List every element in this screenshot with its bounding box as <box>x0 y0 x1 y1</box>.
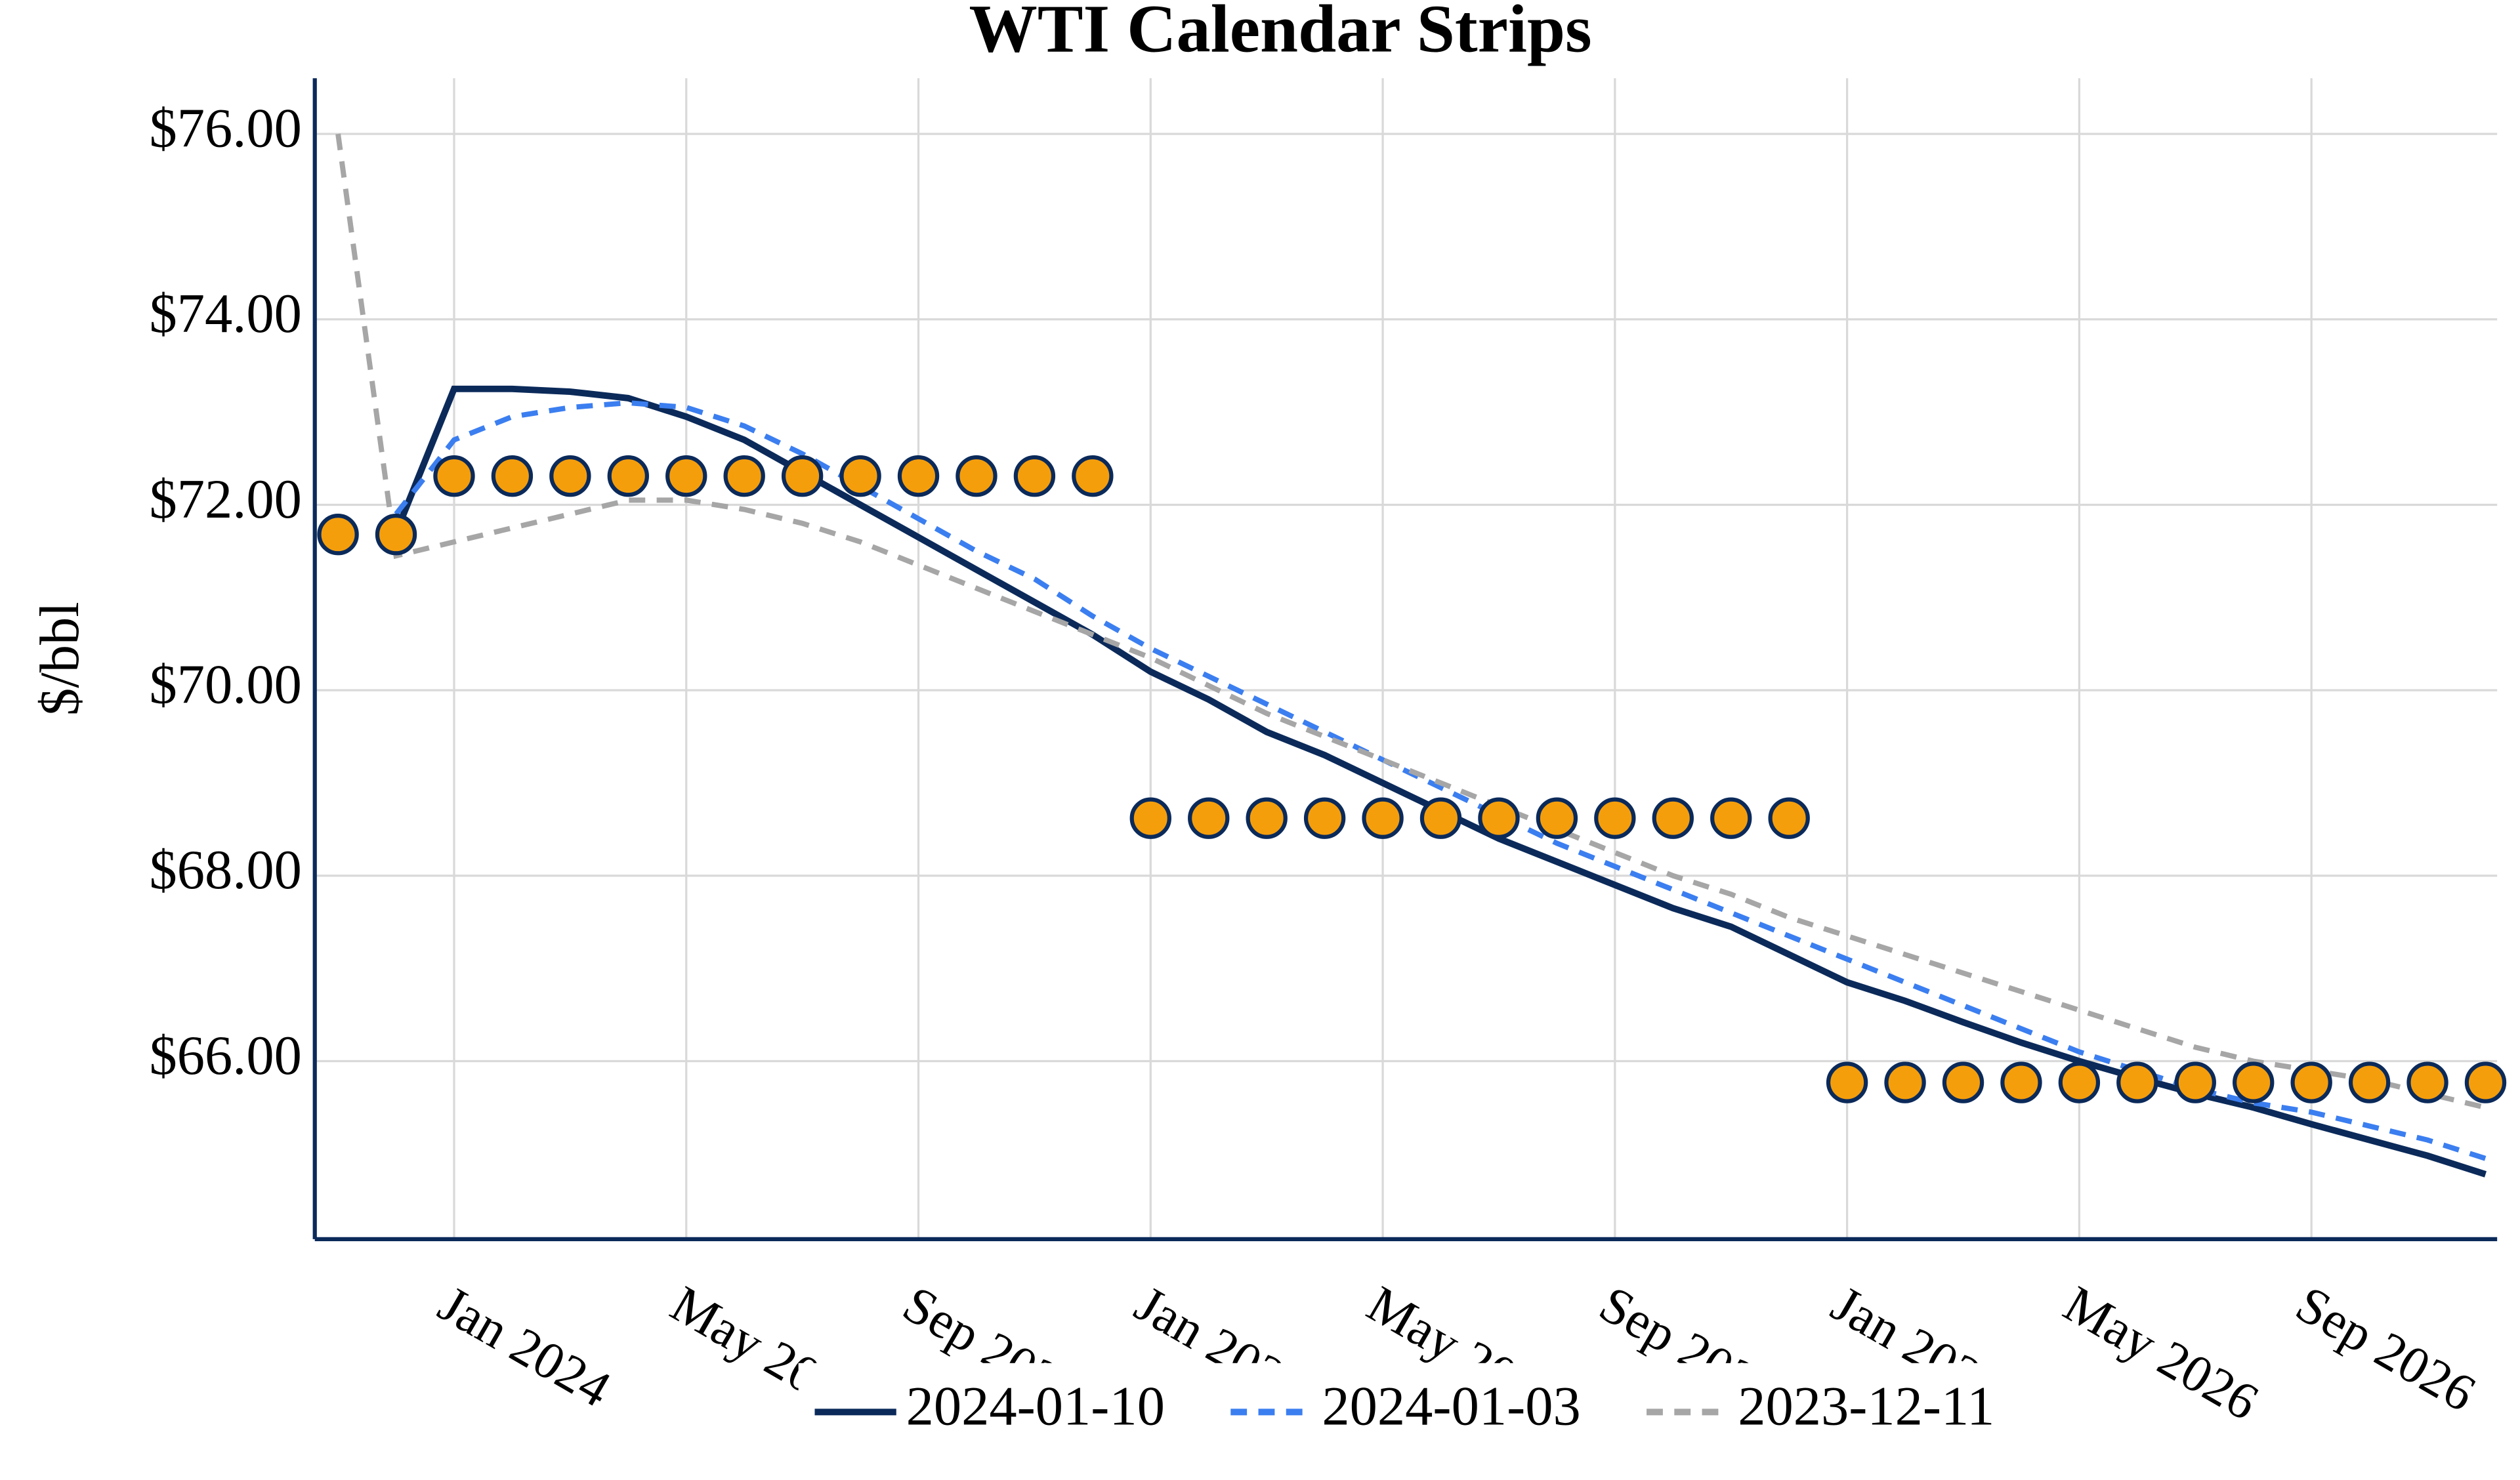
grid <box>314 78 2498 1239</box>
strip-point <box>1362 797 1404 839</box>
strip-point <box>839 455 881 497</box>
strip-point <box>1594 797 1636 839</box>
strip-point <box>665 455 707 497</box>
strip-point <box>375 514 417 556</box>
strip-point <box>1710 797 1752 839</box>
strip-point <box>2058 1061 2101 1103</box>
strip-point <box>317 514 359 556</box>
strip-point <box>1303 797 1346 839</box>
strip-point <box>897 455 940 497</box>
strip-point <box>956 455 998 497</box>
y-tick-label: $70.00 <box>149 655 301 716</box>
legend-label: 2024-01-10 <box>906 1376 1165 1437</box>
strip-point <box>1013 455 1056 497</box>
strip-point <box>781 455 824 497</box>
strip-point <box>1768 797 1810 839</box>
x-tick-label: Sep 2026 <box>2286 1275 2485 1423</box>
legend: 2024-01-10 2024-01-03 2023-12-11 <box>798 1363 2063 1461</box>
x-tick-label: May 2026 <box>2054 1275 2267 1432</box>
strip-point <box>2000 1061 2042 1103</box>
y-tick-label: $76.00 <box>149 98 301 159</box>
strip-point <box>2290 1061 2332 1103</box>
strip-point <box>549 455 591 497</box>
x-tick-label: Jan 2024 <box>429 1275 620 1419</box>
strip-point <box>1884 1061 1926 1103</box>
strip-point <box>1942 1061 1984 1103</box>
legend-label: 2024-01-03 <box>1322 1376 1580 1437</box>
y-tick-label: $74.00 <box>149 283 301 344</box>
strip-point <box>2233 1061 2275 1103</box>
chart-title: WTI Calendar Strips <box>969 0 1591 67</box>
y-tick-label: $72.00 <box>149 469 301 530</box>
series-line <box>394 400 2487 1161</box>
legend-box <box>798 1363 2063 1461</box>
plot-area <box>317 133 2507 1178</box>
y-tick-label: $66.00 <box>149 1025 301 1086</box>
series-line <box>335 133 2487 1111</box>
strip-point <box>1072 455 1114 497</box>
y-tick-label: $68.00 <box>149 840 301 901</box>
legend-label: 2023-12-11 <box>1738 1376 1994 1437</box>
strip-point <box>2116 1061 2158 1103</box>
strip-point <box>2174 1061 2216 1103</box>
y-axis-label: $/bbl <box>30 602 91 716</box>
strip-point <box>2406 1061 2448 1103</box>
strip-point <box>1188 797 1230 839</box>
strip-point <box>1478 797 1520 839</box>
strip-point <box>433 455 475 497</box>
strip-point <box>491 455 534 497</box>
strip-point <box>1246 797 1288 839</box>
strip-point <box>1129 797 1171 839</box>
strip-point <box>1826 1061 1868 1103</box>
strip-point <box>1536 797 1578 839</box>
strip-point <box>607 455 649 497</box>
strip-point <box>2348 1061 2391 1103</box>
strip-point <box>1652 797 1694 839</box>
strip-point <box>2464 1061 2507 1103</box>
strip-point <box>723 455 765 497</box>
strip-point <box>1419 797 1462 839</box>
